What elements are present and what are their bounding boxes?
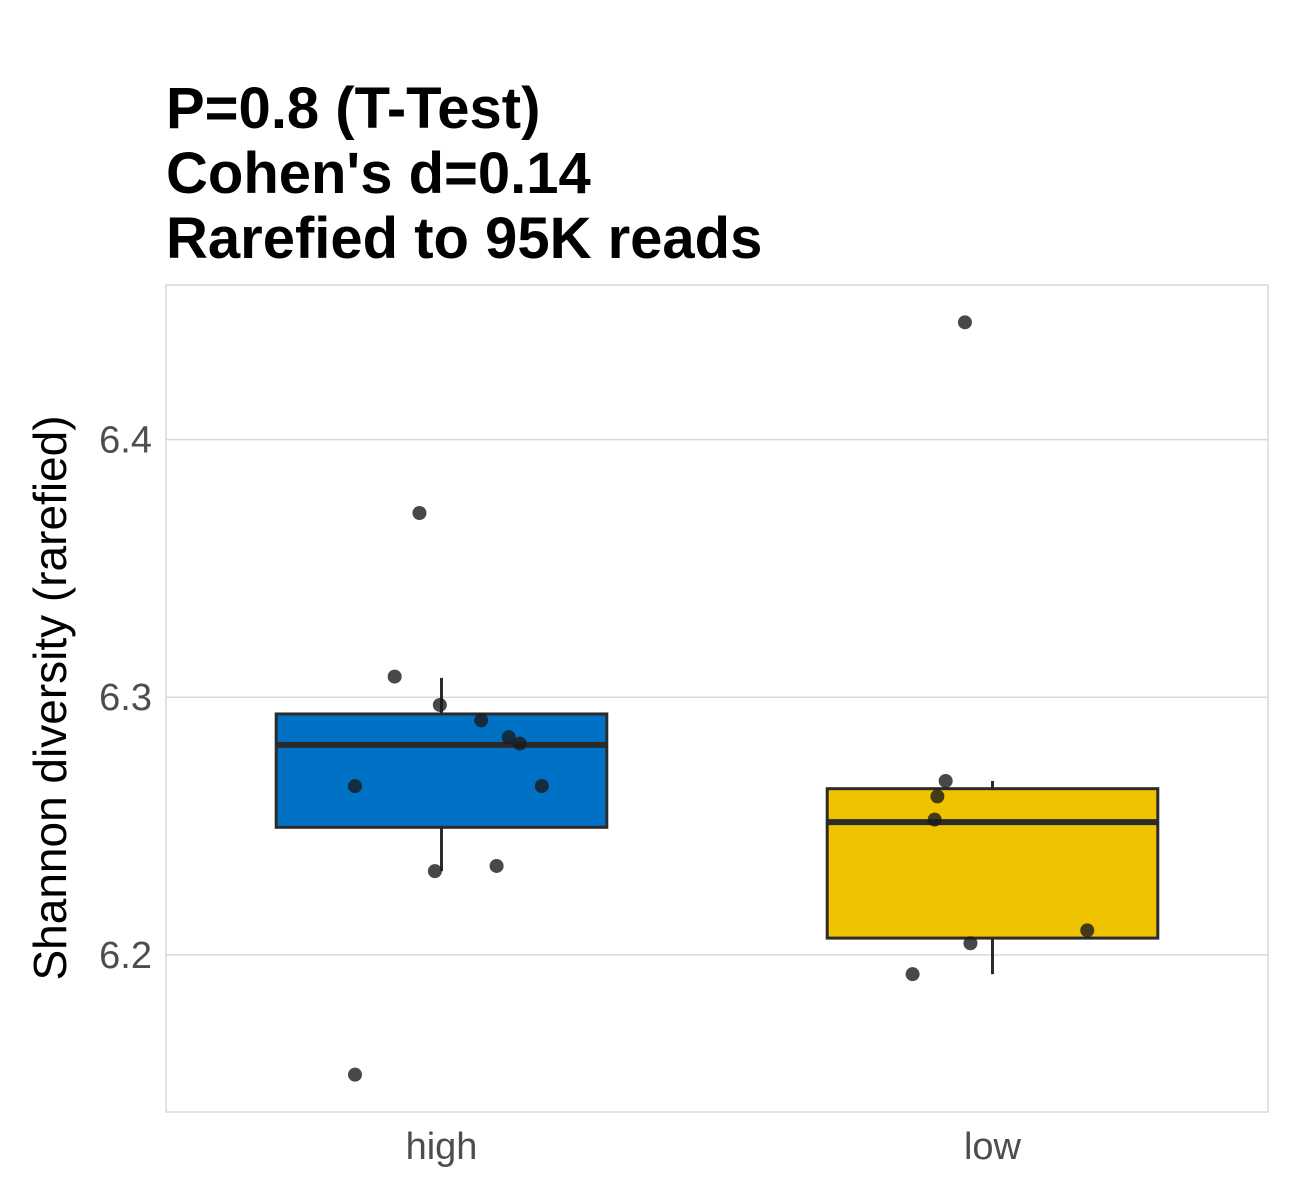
data-point [474,713,489,728]
data-point [432,697,447,712]
data-point [427,864,442,879]
y-tick-label: 6.4 [99,420,152,462]
x-tick-label-high: high [406,1126,478,1168]
plot-panel-border [165,284,1269,1113]
data-point [927,812,942,827]
data-point [1080,923,1095,938]
box-group [274,677,1160,975]
title-line-rarefaction: Rarefied to 95K reads [166,206,763,271]
x-axis-ticks: high low [406,1126,1022,1168]
box-high [274,712,609,829]
data-point [905,967,920,982]
x-tick-label-low: low [964,1126,1022,1168]
data-point [534,779,549,794]
data-point [501,730,516,745]
y-tick-label: 6.2 [99,935,152,977]
data-point [512,736,527,751]
grid-lines [166,438,1268,956]
title-line-effect-size: Cohen's d=0.14 [166,141,591,206]
data-point [347,779,362,794]
data-point [963,936,978,951]
data-point [412,506,427,521]
y-tick-label: 6.3 [99,677,152,719]
box-low [825,787,1160,940]
data-point [347,1067,362,1082]
data-point [957,315,972,330]
y-axis-title: Shannon diversity (rarefied) [24,415,76,980]
y-axis-ticks: 6.2 6.3 6.4 [99,420,152,977]
chart-title: P=0.8 (T-Test) Cohen's d=0.14 Rarefied t… [166,76,762,271]
point-group [347,315,1095,1082]
data-point [938,773,953,788]
data-point [387,669,402,684]
data-point [489,858,504,873]
title-line-pvalue: P=0.8 (T-Test) [166,76,541,141]
data-point [930,789,945,804]
